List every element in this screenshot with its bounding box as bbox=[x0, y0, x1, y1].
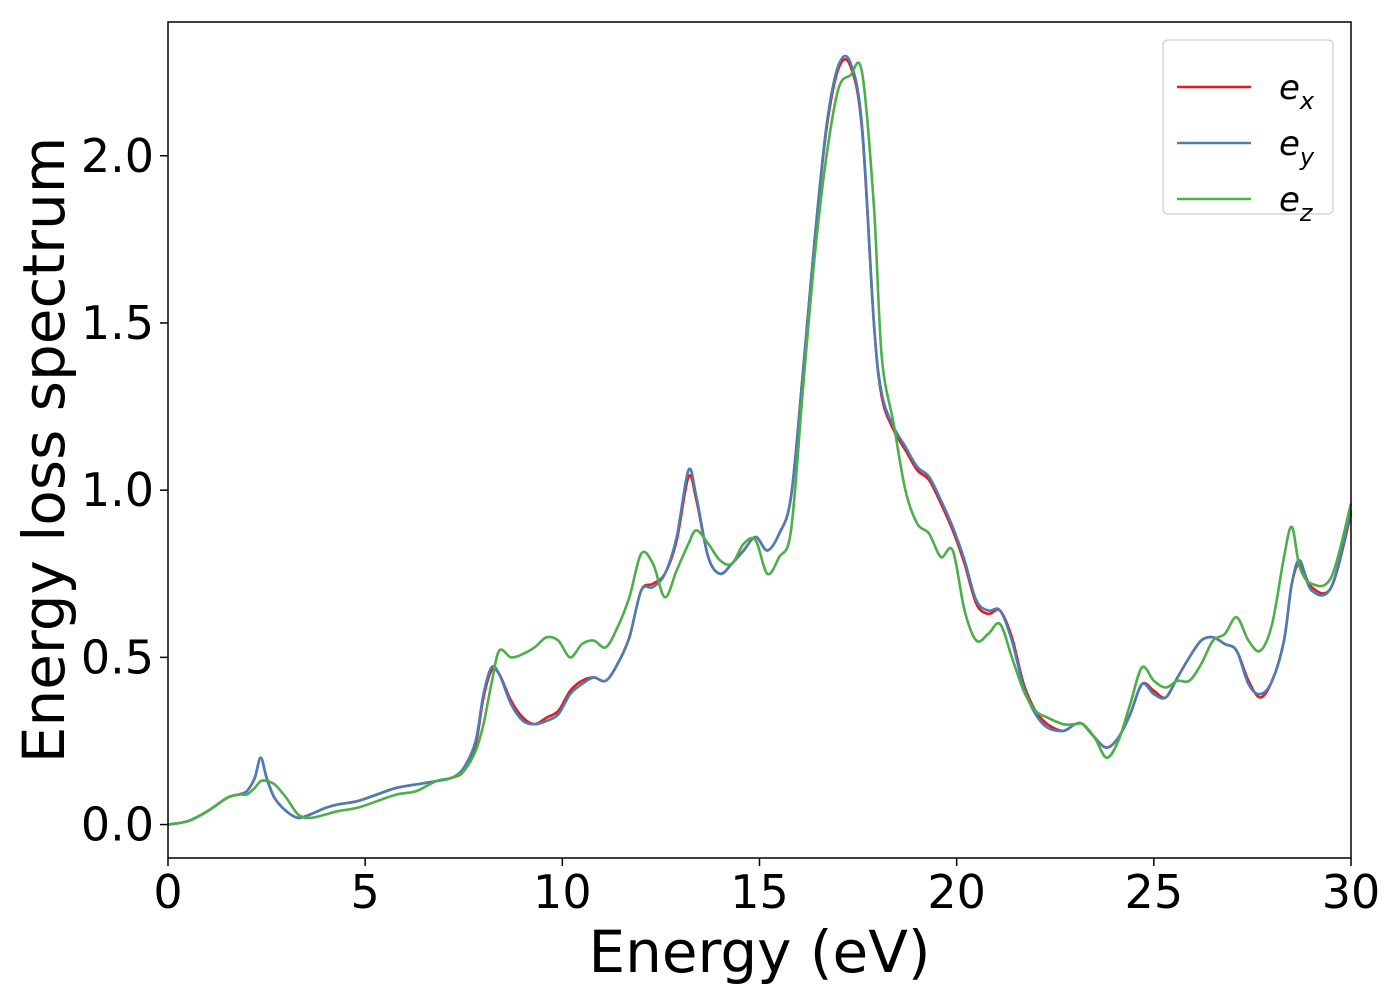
y-tick-label: 1.0 bbox=[81, 463, 154, 517]
x-tick-label: 0 bbox=[153, 865, 182, 919]
series-lines bbox=[167, 54, 1353, 826]
x-axis-label: Energy (eV) bbox=[588, 918, 930, 986]
x-tick-label: 10 bbox=[533, 865, 592, 919]
y-axis-label: Energy loss spectrum bbox=[10, 137, 78, 763]
y-tick-label: 1.5 bbox=[81, 296, 154, 350]
x-tick-label: 20 bbox=[927, 865, 986, 919]
y-tick-label: 2.0 bbox=[81, 129, 154, 183]
x-tick-label: 5 bbox=[351, 865, 380, 919]
y-tick-label: 0.0 bbox=[81, 798, 154, 852]
series-line-ez bbox=[167, 61, 1353, 826]
x-tick-label: 25 bbox=[1125, 865, 1184, 919]
legend-box bbox=[1162, 39, 1334, 215]
x-tick-label: 30 bbox=[1322, 865, 1381, 919]
y-tick-label: 0.5 bbox=[81, 630, 154, 684]
series-line-ey bbox=[167, 54, 1353, 826]
x-tick-label: 15 bbox=[730, 865, 789, 919]
axis-ticks: 0 5 10 15 20 25 30 0.0 0.5 1.0 1.5 2.0 bbox=[81, 129, 1380, 919]
